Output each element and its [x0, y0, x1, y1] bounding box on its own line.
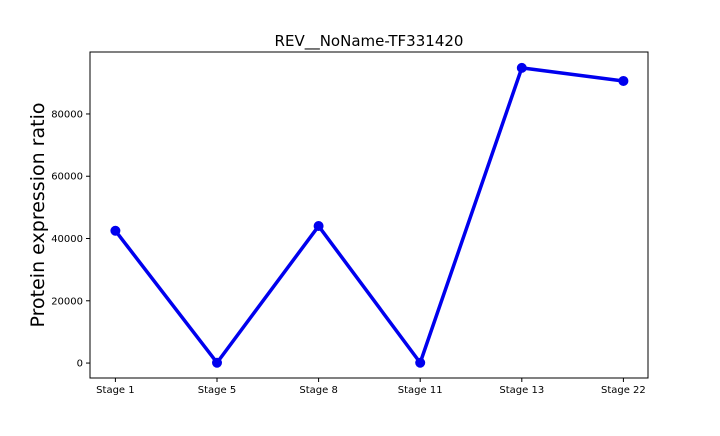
y-axis-ticks: 0 20000 40000 60000 80000	[51, 109, 90, 370]
y-tick-label: 40000	[51, 234, 83, 245]
x-tick-label: Stage 5	[198, 385, 236, 396]
x-tick-label: Stage 11	[398, 385, 443, 396]
data-point	[110, 225, 121, 236]
data-point	[212, 357, 222, 368]
series-layer	[110, 62, 629, 368]
y-tick-label: 0	[77, 359, 83, 370]
x-axis-ticks: Stage 1 Stage 5 Stage 8 Stage 11 Stage 13 Sta…	[96, 378, 646, 396]
y-tick-label: 60000	[51, 172, 83, 183]
x-tick-label: Stage 22	[601, 385, 646, 396]
series-line	[114, 66, 624, 365]
y-tick-label: 80000	[51, 109, 83, 120]
chart-title: REV__NoName-TF331420	[275, 32, 464, 51]
data-point	[516, 62, 527, 73]
y-tick-label: 20000	[51, 296, 83, 307]
data-point	[313, 221, 324, 232]
data-point	[415, 357, 426, 368]
x-tick-label: Stage 1	[96, 385, 134, 396]
x-tick-label: Stage 13	[499, 385, 544, 396]
plot-area-frame	[89, 51, 649, 379]
x-tick-label: Stage 8	[299, 385, 337, 396]
y-axis-label: Protein expression ratio	[27, 103, 49, 328]
data-point	[618, 75, 629, 86]
